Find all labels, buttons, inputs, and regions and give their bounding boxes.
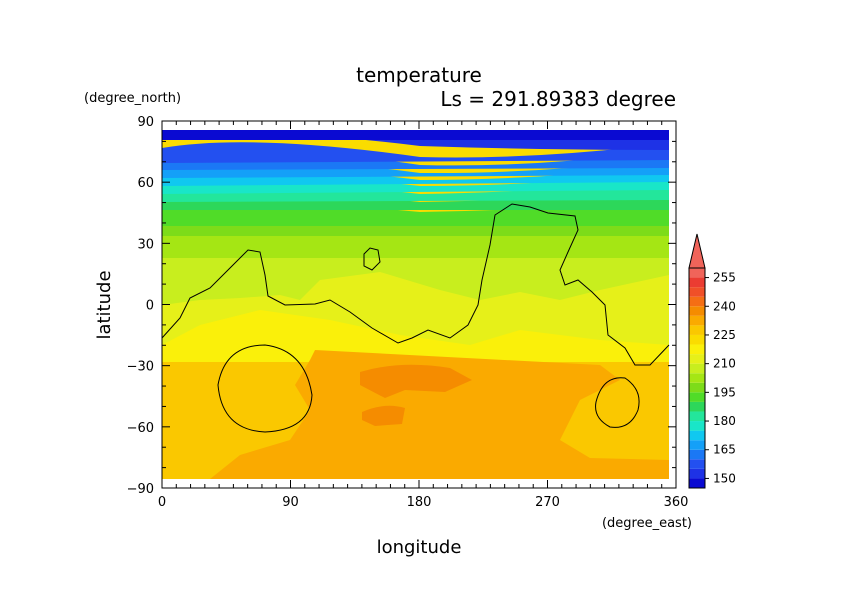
colorbar-extend-arrow xyxy=(688,233,706,269)
colorbar-segment xyxy=(689,430,705,441)
band-30N-green xyxy=(162,232,669,258)
x-tick-label: 0 xyxy=(158,495,166,510)
colorbar-segment xyxy=(689,478,705,488)
x-unit-label: (degree_east) xyxy=(602,516,692,531)
colorbar-segment xyxy=(689,449,705,460)
colorbar-segment xyxy=(689,268,705,278)
y-unit-label: (degree_north) xyxy=(84,91,181,106)
temperature-field xyxy=(162,130,669,479)
colorbar-segment xyxy=(689,392,705,402)
colorbar-segment xyxy=(689,334,705,345)
region-hot-darkorange-1 xyxy=(360,364,472,398)
colorbar-segment xyxy=(689,306,705,316)
y-axis-label: latitude xyxy=(94,270,115,339)
axes-ticks: 0 90 180 270 360 90 60 30 0 −30 −60 −90 xyxy=(127,115,689,510)
contour-southeast-basin xyxy=(595,377,640,428)
colorbar-segment xyxy=(689,344,705,355)
colorbar-tick-label: 225 xyxy=(713,328,736,342)
chart-title: temperature xyxy=(356,63,482,87)
y-tick-label: −90 xyxy=(127,482,154,497)
colorbar-tick-label: 165 xyxy=(713,443,736,457)
x-tick-label: 270 xyxy=(535,495,560,510)
x-tick-label: 90 xyxy=(282,495,299,510)
colorbar-segment xyxy=(689,325,705,335)
colorbar-tick-label: 150 xyxy=(713,471,736,485)
x-tick-label: 180 xyxy=(407,495,432,510)
colorbar-segment xyxy=(689,411,705,422)
colorbar-tick-label: 195 xyxy=(713,385,736,399)
x-tick-label: 360 xyxy=(664,495,689,510)
colorbar-segment xyxy=(689,440,705,450)
y-tick-label: 60 xyxy=(137,176,154,191)
region-southern-orange xyxy=(210,350,669,479)
contour-main xyxy=(161,203,670,366)
colorbar-segment xyxy=(689,421,705,431)
colorbar-segment xyxy=(689,401,705,412)
colorbar-segment xyxy=(689,287,705,297)
colorbar-segment xyxy=(689,382,705,393)
colorbar-segment xyxy=(689,459,705,469)
colorbar-segment xyxy=(689,354,705,364)
y-tick-label: −30 xyxy=(127,360,154,375)
contour-southwest-basin xyxy=(217,344,313,433)
band-polar-deepblue xyxy=(162,130,669,140)
colorbar-segment xyxy=(689,296,705,307)
y-tick-label: 0 xyxy=(146,299,154,314)
topography-contours xyxy=(161,203,670,433)
colorbar-segment xyxy=(689,315,705,326)
colorbar-segment xyxy=(689,277,705,288)
colorbar-segment xyxy=(689,468,705,479)
colorbar: 150 165 180 195 210 225 240 255 xyxy=(688,233,736,489)
colorbar-tick-label: 255 xyxy=(713,271,736,285)
y-tick-label: −60 xyxy=(127,421,154,436)
colorbar-frame xyxy=(688,267,706,489)
y-tick-label: 90 xyxy=(137,115,154,130)
colorbar-tick-label: 210 xyxy=(713,357,736,371)
band-75N-blue xyxy=(162,142,669,163)
colorbar-tick-label: 240 xyxy=(713,299,736,313)
colorbar-segment xyxy=(689,373,705,383)
colorbar-segment xyxy=(689,363,705,374)
colorbar-tick-label: 180 xyxy=(713,414,736,428)
y-tick-label: 30 xyxy=(137,237,154,252)
chart-subtitle: Ls = 291.89383 degree xyxy=(440,87,676,111)
contour-islet xyxy=(363,247,381,271)
region-hot-darkorange-2 xyxy=(362,405,405,426)
x-axis-label: longitude xyxy=(377,537,462,558)
